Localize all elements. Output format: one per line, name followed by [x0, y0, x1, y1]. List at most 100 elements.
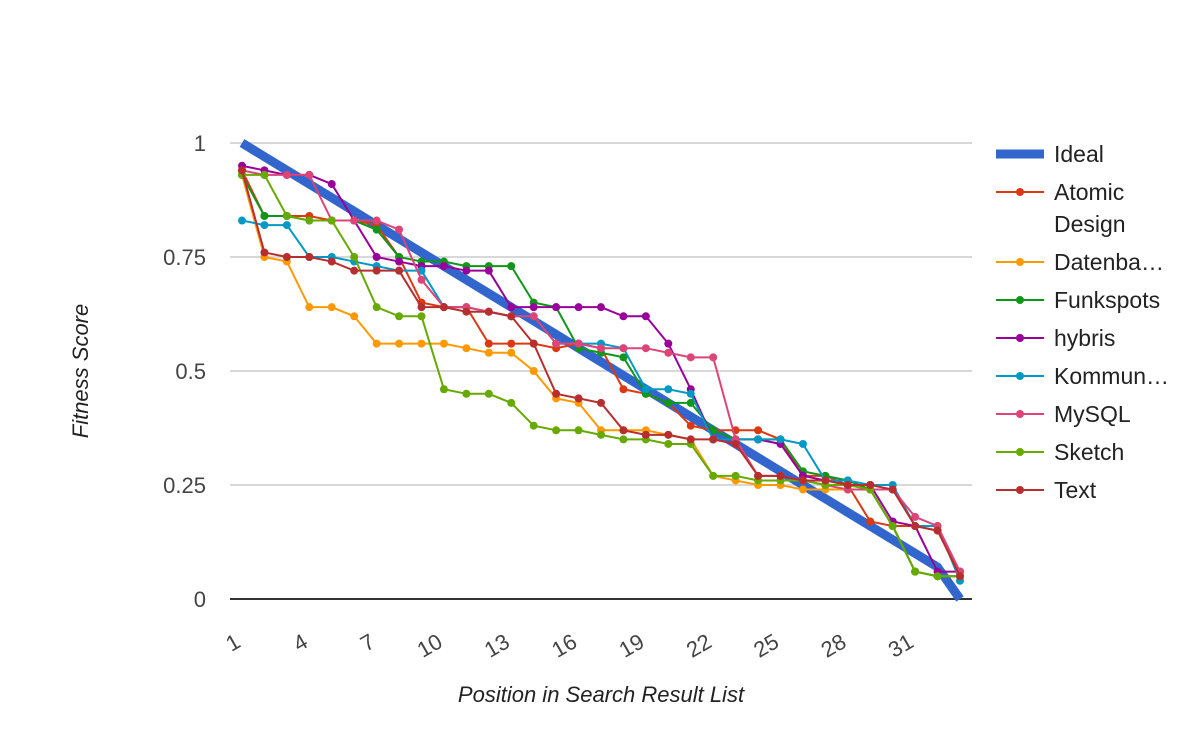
legend-item: Sketch: [996, 439, 1124, 465]
legend-marker: [1016, 486, 1024, 494]
data-point: [439, 339, 448, 348]
data-point: [238, 166, 246, 175]
y-tick-label: 1: [194, 131, 206, 156]
x-axis-title: Position in Search Result List: [458, 682, 745, 707]
series-text: [238, 166, 964, 581]
legend-label: Text: [1054, 477, 1097, 503]
data-point: [821, 476, 830, 485]
data-point: [552, 303, 561, 312]
data-point: [574, 339, 583, 348]
data-point: [282, 211, 291, 220]
data-point: [552, 389, 561, 398]
data-point: [956, 572, 964, 581]
x-tick-label: 1: [221, 629, 244, 657]
data-point: [372, 266, 381, 275]
legend-marker: [1016, 372, 1024, 380]
data-point: [619, 344, 628, 353]
data-point: [552, 426, 561, 435]
legend-label: Design: [1054, 211, 1126, 237]
data-point: [641, 344, 650, 353]
data-point: [641, 385, 650, 394]
data-point: [462, 307, 471, 316]
series-line: [239, 139, 964, 602]
legend-label: hybris: [1054, 325, 1115, 351]
data-point: [597, 430, 605, 439]
data-point: [439, 385, 448, 394]
legend-label: Atomic: [1054, 179, 1124, 205]
x-tick-label: 22: [682, 629, 716, 663]
data-point: [327, 180, 336, 189]
legend-item: MySQL: [996, 401, 1131, 427]
x-tick-label: 31: [884, 629, 918, 663]
data-point: [327, 257, 336, 266]
y-tick-label: 0.75: [163, 245, 206, 270]
x-tick-label: 16: [547, 629, 581, 663]
data-point: [305, 216, 314, 225]
data-point: [619, 353, 628, 362]
legend-marker: [1016, 410, 1024, 418]
data-point: [439, 303, 448, 312]
data-point: [507, 398, 516, 407]
data-point: [888, 522, 897, 531]
data-point: [619, 385, 628, 394]
legend-marker: [1016, 296, 1024, 304]
data-point: [641, 430, 650, 439]
x-tick-label: 13: [480, 629, 514, 663]
data-point: [619, 426, 628, 435]
legend-marker: [1016, 334, 1024, 342]
data-point: [417, 275, 426, 284]
data-point: [350, 266, 359, 275]
y-tick-label: 0: [194, 587, 206, 612]
data-point: [597, 303, 605, 312]
data-point: [574, 303, 583, 312]
data-point: [597, 344, 605, 353]
data-point: [372, 339, 381, 348]
data-point: [619, 312, 628, 321]
data-point: [372, 225, 381, 234]
data-point: [305, 303, 314, 312]
data-point: [395, 312, 404, 321]
legend-item: Ideal: [996, 141, 1104, 167]
data-point: [933, 572, 942, 581]
data-point: [327, 303, 336, 312]
legend-item: Kommun…: [996, 363, 1169, 389]
data-point: [866, 481, 875, 489]
data-point: [260, 221, 269, 230]
data-point: [686, 353, 695, 362]
legend-label: Datenba…: [1054, 249, 1164, 275]
y-tick-label: 0.5: [175, 359, 206, 384]
legend-marker: [1016, 448, 1024, 456]
data-point: [798, 476, 807, 485]
data-point: [776, 471, 785, 480]
data-point: [686, 389, 695, 398]
data-point: [731, 439, 740, 448]
data-point: [372, 216, 381, 225]
x-tick-label: 25: [749, 629, 783, 663]
legend-label: Funkspots: [1054, 287, 1160, 313]
data-point: [641, 312, 650, 321]
data-point: [395, 266, 404, 275]
data-point: [664, 430, 673, 439]
data-point: [686, 421, 695, 430]
data-point: [484, 266, 493, 275]
data-point: [282, 170, 291, 179]
data-point: [664, 439, 673, 448]
data-point: [888, 485, 897, 494]
data-point: [484, 307, 493, 316]
data-point: [417, 339, 426, 348]
x-tick-label: 10: [413, 629, 447, 663]
legend-marker: [1016, 188, 1024, 196]
data-point: [260, 170, 269, 179]
data-point: [709, 426, 718, 435]
legend-label: Sketch: [1054, 439, 1124, 465]
data-point: [395, 339, 404, 348]
data-point: [462, 266, 471, 275]
x-tick-label: 28: [817, 629, 851, 663]
data-point: [305, 253, 314, 261]
data-point: [484, 389, 493, 398]
data-point: [529, 303, 538, 312]
data-point: [507, 303, 516, 312]
data-point: [798, 439, 807, 448]
data-point: [395, 225, 404, 234]
data-point: [507, 262, 516, 271]
